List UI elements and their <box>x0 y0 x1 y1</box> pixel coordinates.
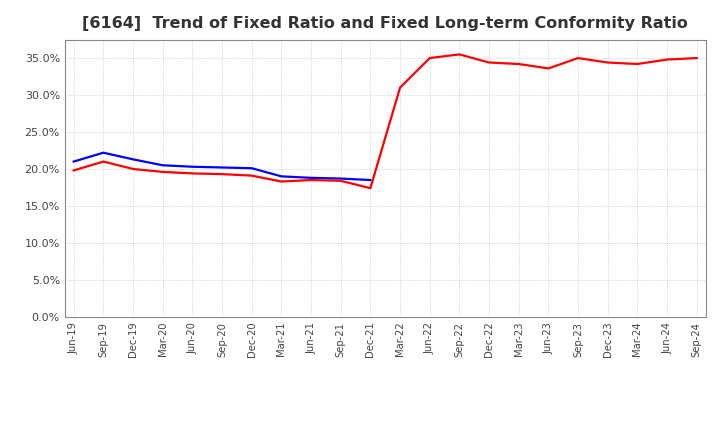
Fixed Long-term Conformity Ratio <box>633 61 642 66</box>
Fixed Long-term Conformity Ratio <box>129 166 138 172</box>
Fixed Long-term Conformity Ratio <box>188 171 197 176</box>
Fixed Ratio <box>99 150 108 155</box>
Fixed Long-term Conformity Ratio <box>69 168 78 173</box>
Fixed Ratio <box>69 159 78 164</box>
Legend: Fixed Ratio, Fixed Long-term Conformity Ratio: Fixed Ratio, Fixed Long-term Conformity … <box>201 439 570 440</box>
Fixed Long-term Conformity Ratio <box>307 177 315 183</box>
Fixed Ratio <box>307 175 315 180</box>
Fixed Ratio <box>248 165 256 171</box>
Fixed Long-term Conformity Ratio <box>426 55 434 61</box>
Fixed Long-term Conformity Ratio <box>485 60 493 65</box>
Fixed Long-term Conformity Ratio <box>455 52 464 57</box>
Fixed Ratio <box>217 165 226 170</box>
Fixed Long-term Conformity Ratio <box>217 172 226 177</box>
Fixed Long-term Conformity Ratio <box>603 60 612 65</box>
Fixed Long-term Conformity Ratio <box>336 178 345 183</box>
Fixed Ratio <box>336 176 345 181</box>
Fixed Long-term Conformity Ratio <box>277 179 286 184</box>
Fixed Long-term Conformity Ratio <box>99 159 108 164</box>
Fixed Ratio <box>129 157 138 162</box>
Fixed Long-term Conformity Ratio <box>544 66 553 71</box>
Fixed Long-term Conformity Ratio <box>662 57 671 62</box>
Line: Fixed Ratio: Fixed Ratio <box>73 153 370 180</box>
Fixed Long-term Conformity Ratio <box>366 186 374 191</box>
Line: Fixed Long-term Conformity Ratio: Fixed Long-term Conformity Ratio <box>73 55 697 188</box>
Fixed Long-term Conformity Ratio <box>396 85 405 90</box>
Fixed Long-term Conformity Ratio <box>574 55 582 61</box>
Fixed Long-term Conformity Ratio <box>693 55 701 61</box>
Fixed Long-term Conformity Ratio <box>514 61 523 66</box>
Fixed Ratio <box>188 164 197 169</box>
Fixed Ratio <box>158 163 167 168</box>
Fixed Ratio <box>366 177 374 183</box>
Fixed Ratio <box>277 174 286 179</box>
Title: [6164]  Trend of Fixed Ratio and Fixed Long-term Conformity Ratio: [6164] Trend of Fixed Ratio and Fixed Lo… <box>82 16 688 32</box>
Fixed Long-term Conformity Ratio <box>248 173 256 178</box>
Fixed Long-term Conformity Ratio <box>158 169 167 175</box>
